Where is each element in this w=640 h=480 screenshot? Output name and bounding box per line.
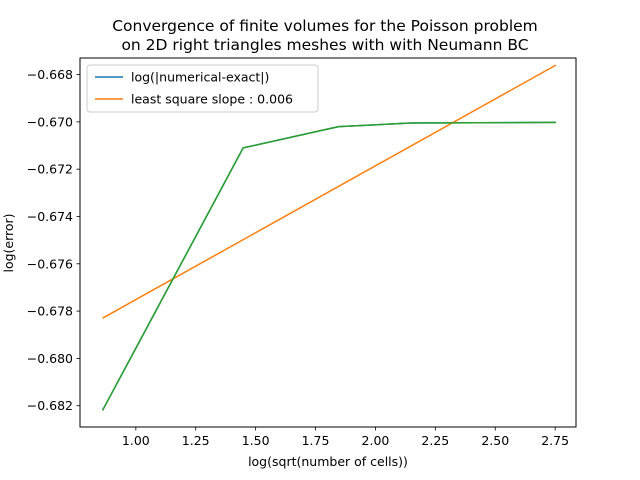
x-tick-label: 2.00	[362, 433, 390, 448]
y-tick-label: −0.674	[27, 209, 73, 224]
x-tick-label: 2.50	[481, 433, 509, 448]
plot-frame	[79, 57, 577, 428]
y-tick-label: −0.682	[27, 398, 73, 413]
legend-frame	[86, 64, 319, 113]
y-axis-ticks: −0.682 −0.680 −0.678 −0.676 −0.674 −0.672 −0.6…	[27, 67, 80, 413]
legend: log(|numerical-exact|) least square slop…	[86, 64, 319, 113]
legend-label-least-square-slope: least square slope : 0.006	[131, 92, 293, 107]
series-layer	[101, 64, 557, 411]
x-axis-label: log(sqrt(number of cells))	[248, 454, 408, 469]
chart-title-line-1: Convergence of finite volumes for the Po…	[112, 17, 538, 35]
y-tick-label: −0.680	[27, 351, 73, 366]
y-tick-label: −0.670	[27, 114, 73, 129]
chart-title: Convergence of finite volumes for the Po…	[112, 17, 538, 54]
y-axis-label: log(error)	[1, 213, 16, 272]
x-tick-label: 2.25	[421, 433, 449, 448]
legend-label-numerical-error: log(|numerical-exact|)	[131, 70, 269, 85]
x-tick-label: 1.75	[302, 433, 330, 448]
y-tick-label: −0.672	[27, 162, 73, 177]
x-tick-label: 1.25	[182, 433, 210, 448]
series-line-1	[102, 64, 557, 319]
x-tick-label: 2.75	[541, 433, 569, 448]
y-tick-label: −0.678	[27, 304, 73, 319]
y-tick-label: −0.676	[27, 256, 73, 271]
x-axis-ticks: 1.00 1.25 1.50 1.75 2.00 2.25 2.50 2.75	[122, 427, 569, 448]
chart-title-line-2: on 2D right triangles meshes with with N…	[121, 36, 528, 54]
series-line-2	[101, 121, 556, 411]
x-tick-label: 1.00	[122, 433, 150, 448]
x-tick-label: 1.50	[242, 433, 270, 448]
y-tick-label: −0.668	[27, 67, 73, 82]
